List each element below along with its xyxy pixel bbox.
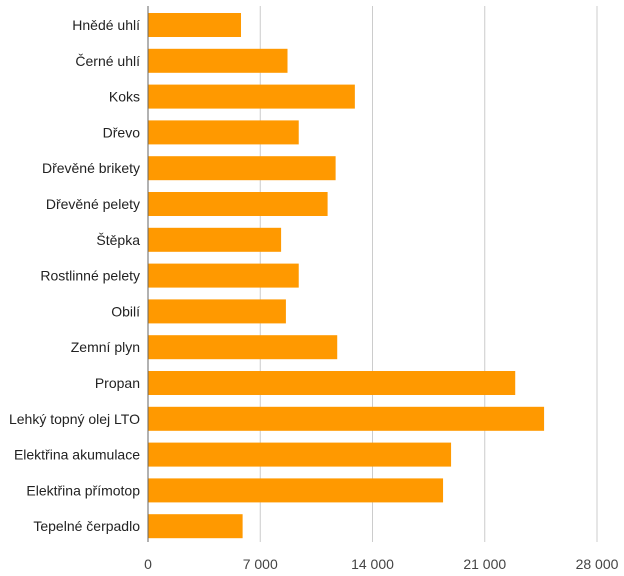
bar [148,335,338,360]
category-label: Rostlinné pelety [40,268,140,284]
category-label: Dřevěné brikety [42,160,140,176]
bar [148,514,243,539]
x-tick-label: 0 [144,556,152,572]
category-label: Štěpka [96,232,140,248]
bar [148,442,452,467]
x-tick-label: 7 000 [243,556,278,572]
category-label: Obilí [111,303,140,319]
bar [148,13,242,37]
category-label: Dřevěné pelety [46,196,140,212]
category-label: Černé uhlí [75,53,140,69]
category-label: Elektřina přímotop [26,482,140,498]
bar [148,192,328,216]
bar [148,406,545,431]
x-tick-label: 28 000 [576,556,619,572]
category-label: Propan [95,375,140,391]
bar [148,299,286,324]
bar [148,84,355,109]
x-tick-label: 21 000 [463,556,506,572]
bar [148,120,299,145]
x-axis-tick-labels: 0 7 000 14 000 21 000 28 000 [144,556,619,572]
bar [148,263,299,288]
bar [148,48,288,73]
bar [148,156,336,181]
category-label: Hnědé uhlí [72,17,140,33]
category-label: Lehký topný olej LTO [9,411,140,427]
bar [148,478,444,503]
bar [148,227,282,252]
category-label: Koks [109,89,140,105]
bar [148,371,516,395]
category-label: Zemní plyn [71,339,140,355]
category-label: Elektřina akumulace [14,447,140,463]
bars [148,13,545,539]
x-tick-label: 14 000 [351,556,394,572]
category-label: Dřevo [103,124,141,140]
category-label: Tepelné čerpadlo [33,518,140,534]
category-labels: Hnědé uhlí Černé uhlí Koks Dřevo Dřevěné bri… [9,17,140,534]
